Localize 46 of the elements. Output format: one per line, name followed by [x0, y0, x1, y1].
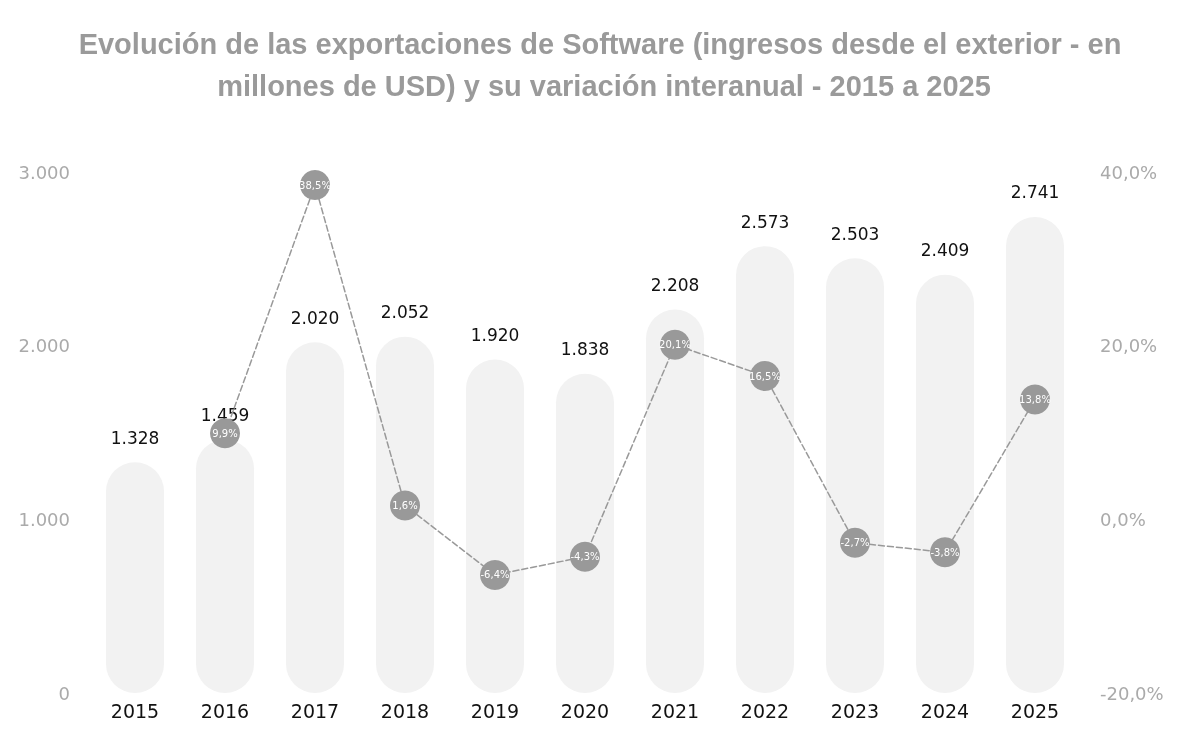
data-label: 9,9% — [212, 427, 238, 439]
x-tick-label: 2023 — [830, 699, 880, 722]
y2-tick-label: 0,0% — [1100, 508, 1146, 530]
data-label: 1.920 — [470, 325, 520, 346]
x-tick-label: 2019 — [470, 699, 520, 722]
data-label: -4,3% — [570, 551, 600, 563]
bar — [376, 336, 434, 693]
data-label: 2.208 — [650, 275, 700, 296]
bar — [466, 359, 524, 693]
y2-tick-label: -20,0% — [1100, 682, 1164, 704]
data-label: 2.409 — [920, 240, 970, 261]
bar — [1006, 216, 1064, 693]
bar — [826, 258, 884, 693]
x-tick-label: 2022 — [740, 699, 790, 722]
chart-title: Evolución de las exportaciones de Software (ingresos desde el exterior - en millones de USD) y su variación interanual - 2015 a 2025 — [78, 28, 1122, 102]
data-label: 2.052 — [380, 302, 430, 323]
x-tick-label: 2024 — [920, 699, 970, 722]
x-tick-label: 2020 — [560, 699, 610, 722]
bar — [916, 274, 974, 693]
y-tick-label: 0 — [58, 682, 70, 704]
data-label: 38,5% — [299, 179, 331, 191]
y2-tick-label: 20,0% — [1100, 335, 1158, 357]
x-tick-label: 2021 — [650, 699, 700, 722]
data-label: 2.503 — [830, 223, 880, 244]
data-label: 2.020 — [290, 307, 340, 328]
y-tick-label: 3.000 — [18, 161, 70, 183]
x-tick-label: 2025 — [1010, 699, 1060, 722]
x-tick-label: 2017 — [290, 699, 340, 722]
data-label: 1.459 — [200, 405, 250, 426]
data-label: 1.838 — [560, 339, 610, 360]
y2-tick-label: 40,0% — [1100, 161, 1158, 183]
x-tick-label: 2016 — [200, 699, 250, 722]
data-label: 1,6% — [392, 499, 418, 511]
data-label: -3,8% — [930, 546, 960, 558]
y-tick-label: 1.000 — [18, 508, 70, 530]
x-tick-label: 2018 — [380, 699, 430, 722]
data-label: 2.741 — [1010, 182, 1060, 203]
bar — [736, 246, 794, 693]
bar — [646, 309, 704, 693]
data-label: -6,4% — [480, 569, 510, 581]
y-tick-label: 2.000 — [18, 335, 70, 357]
x-tick-label: 2015 — [110, 699, 160, 722]
bar — [556, 373, 614, 693]
data-label: 1.328 — [110, 427, 160, 448]
data-label: 2.573 — [740, 211, 790, 232]
data-label: -2,7% — [840, 537, 870, 549]
